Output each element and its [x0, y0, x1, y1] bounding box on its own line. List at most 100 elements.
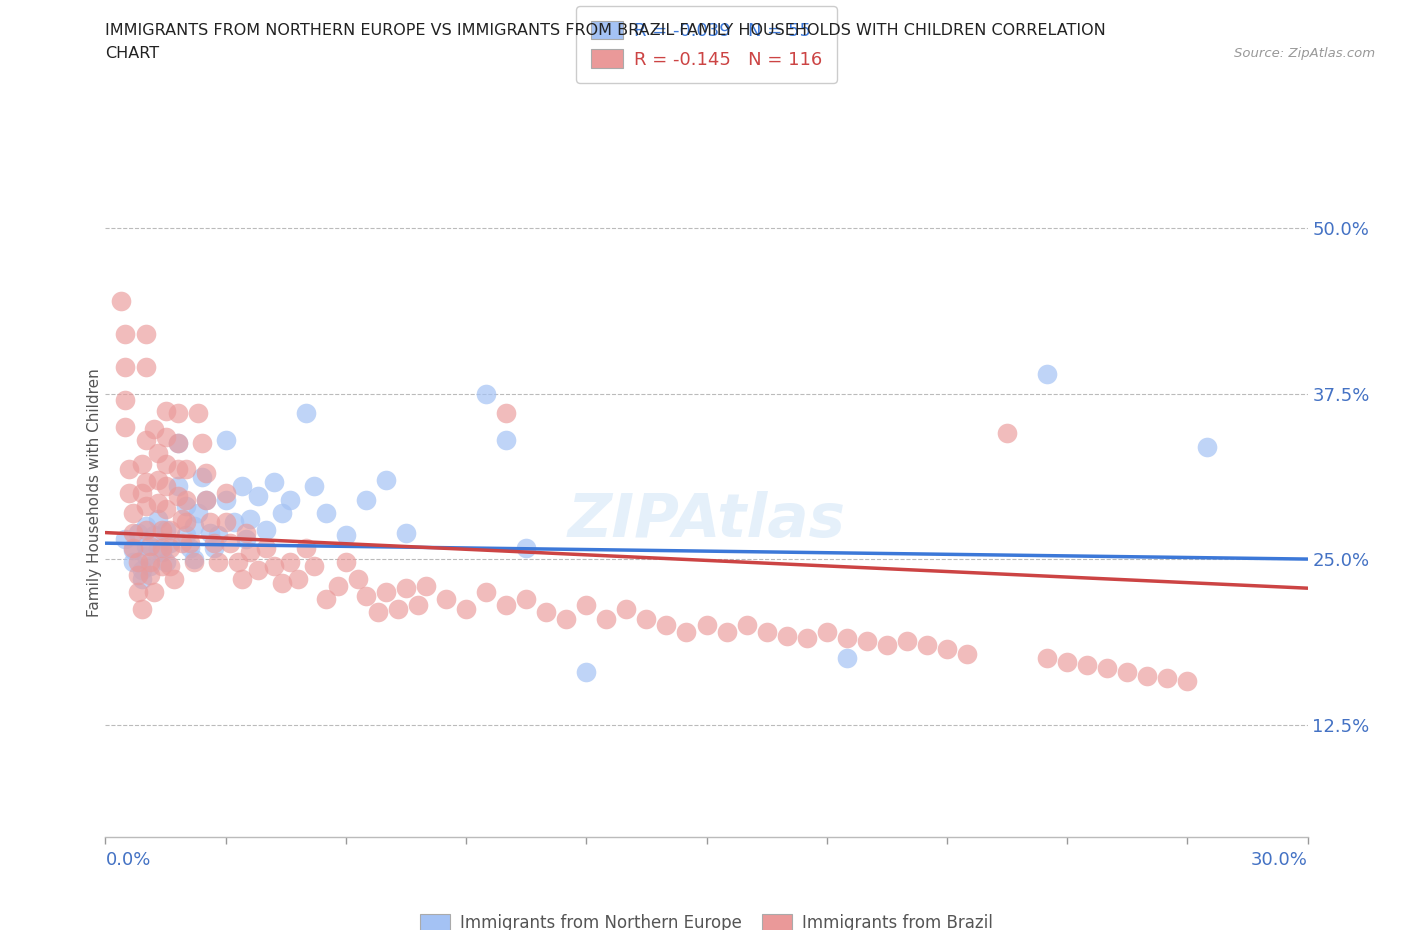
Point: [415, 578, 437, 593]
Point: [202, 541, 225, 556]
Point: [150, 558, 173, 573]
Y-axis label: Family Households with Children: Family Households with Children: [87, 368, 101, 618]
Legend: Immigrants from Northern Europe, Immigrants from Brazil: Immigrants from Northern Europe, Immigra…: [413, 908, 1000, 930]
Point: [915, 638, 938, 653]
Text: IMMIGRANTS FROM NORTHERN EUROPE VS IMMIGRANTS FROM BRAZIL FAMILY HOUSEHOLDS WITH: IMMIGRANTS FROM NORTHERN EUROPE VS IMMIG…: [105, 23, 1107, 38]
Point: [835, 631, 858, 646]
Point: [194, 466, 217, 481]
Point: [187, 505, 209, 520]
Point: [127, 525, 149, 540]
Point: [636, 611, 658, 626]
Point: [675, 624, 697, 639]
Point: [135, 538, 157, 553]
Point: [254, 541, 277, 556]
Point: [696, 618, 718, 632]
Point: [515, 591, 537, 606]
Point: [1197, 439, 1219, 454]
Point: [214, 432, 236, 447]
Point: [295, 406, 318, 421]
Point: [142, 585, 165, 600]
Point: [1156, 671, 1178, 685]
Point: [263, 558, 285, 573]
Point: [1136, 668, 1159, 683]
Point: [155, 554, 177, 569]
Point: [374, 585, 398, 600]
Point: [183, 554, 205, 569]
Point: [198, 514, 221, 529]
Point: [114, 419, 136, 434]
Point: [214, 492, 236, 507]
Point: [110, 294, 132, 309]
Point: [515, 541, 537, 556]
Point: [190, 470, 212, 485]
Point: [146, 445, 169, 460]
Point: [270, 576, 292, 591]
Point: [207, 554, 229, 569]
Point: [218, 536, 240, 551]
Point: [122, 541, 145, 556]
Point: [122, 554, 145, 569]
Point: [454, 602, 477, 617]
Point: [254, 523, 277, 538]
Point: [231, 571, 253, 587]
Point: [127, 554, 149, 569]
Point: [354, 492, 377, 507]
Point: [174, 498, 197, 513]
Point: [135, 326, 157, 341]
Point: [159, 523, 181, 538]
Point: [263, 475, 285, 490]
Point: [170, 512, 193, 526]
Point: [118, 461, 141, 476]
Point: [174, 492, 197, 507]
Point: [575, 598, 598, 613]
Point: [495, 432, 517, 447]
Point: [1056, 655, 1078, 670]
Point: [495, 598, 517, 613]
Text: 0.0%: 0.0%: [105, 851, 150, 869]
Point: [776, 629, 799, 644]
Point: [295, 541, 318, 556]
Point: [367, 604, 389, 619]
Point: [214, 514, 236, 529]
Point: [270, 505, 292, 520]
Point: [406, 598, 429, 613]
Point: [207, 528, 229, 543]
Point: [555, 611, 578, 626]
Point: [655, 618, 678, 632]
Point: [114, 532, 136, 547]
Point: [155, 501, 177, 516]
Point: [202, 536, 225, 551]
Point: [1097, 660, 1119, 675]
Point: [135, 432, 157, 447]
Point: [855, 633, 877, 648]
Point: [138, 554, 160, 569]
Point: [155, 479, 177, 494]
Point: [166, 435, 188, 450]
Point: [146, 496, 169, 511]
Point: [575, 664, 598, 679]
Point: [595, 611, 617, 626]
Point: [150, 541, 173, 556]
Point: [166, 488, 188, 503]
Text: ZIPAtlas: ZIPAtlas: [568, 491, 845, 550]
Point: [495, 406, 517, 421]
Point: [135, 498, 157, 513]
Point: [142, 528, 165, 543]
Point: [155, 457, 177, 472]
Point: [735, 618, 758, 632]
Point: [135, 475, 157, 490]
Point: [183, 551, 205, 566]
Point: [183, 519, 205, 534]
Point: [616, 602, 638, 617]
Point: [122, 525, 145, 540]
Point: [347, 571, 370, 587]
Point: [194, 492, 217, 507]
Point: [159, 541, 181, 556]
Text: CHART: CHART: [105, 46, 159, 61]
Point: [135, 519, 157, 534]
Point: [534, 604, 557, 619]
Point: [135, 523, 157, 538]
Point: [166, 435, 188, 450]
Point: [231, 479, 253, 494]
Point: [159, 536, 181, 551]
